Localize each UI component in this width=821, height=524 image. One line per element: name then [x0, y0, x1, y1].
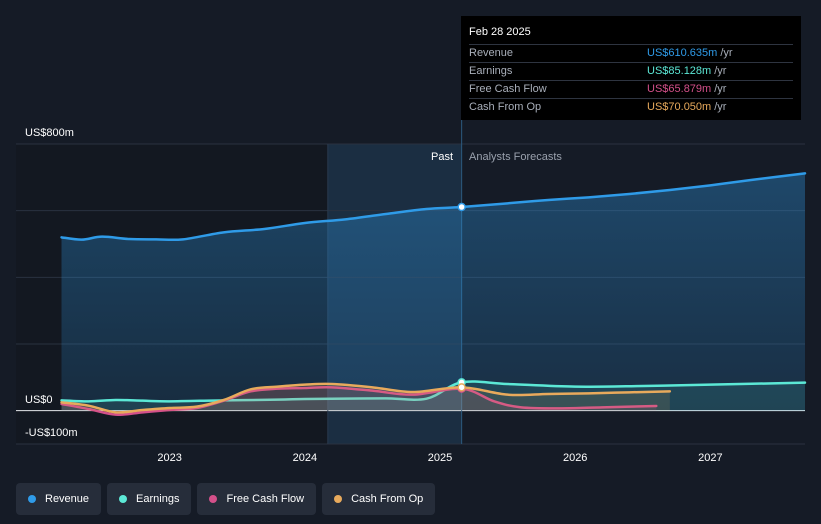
revenue-line — [60, 172, 807, 242]
earnings-area — [61, 381, 805, 411]
tooltip-unit: /yr — [720, 47, 733, 59]
tooltip-row-revenue: Revenue US$610.635m /yr — [469, 44, 793, 62]
tooltip-value: US$65.879m — [647, 83, 712, 95]
tooltip-unit: /yr — [714, 65, 727, 77]
legend-label: Cash From Op — [351, 493, 424, 505]
legend-item-cash-from-op[interactable]: Cash From Op — [322, 483, 436, 515]
x-tick-label: 2024 — [293, 452, 317, 464]
x-axis-ticks: 2023 2024 2025 2026 2027 — [157, 452, 722, 464]
revenue-marker — [457, 202, 466, 212]
y-label-top: US$800m — [25, 127, 74, 139]
free-cash-flow-line — [60, 385, 658, 417]
tooltip-label: Cash From Op — [469, 101, 542, 113]
tooltip-value: US$85.128m — [647, 65, 712, 77]
marker-layer — [457, 202, 466, 393]
x-tick-label: 2027 — [698, 452, 722, 464]
past-label: Past — [431, 151, 453, 163]
x-tick-label: 2023 — [157, 452, 181, 464]
axis-labels: US$800m US$0 -US$100m Past Analysts Fore… — [25, 127, 562, 439]
tooltip-unit: /yr — [714, 83, 727, 95]
tooltip-value: US$70.050m — [647, 101, 712, 113]
legend-dot-icon — [28, 495, 36, 503]
y-label-bottom: -US$100m — [25, 427, 78, 439]
legend-item-free-cash-flow[interactable]: Free Cash Flow — [197, 483, 317, 515]
tooltip-label: Earnings — [469, 65, 513, 77]
tooltip-date: Feb 28 2025 — [469, 26, 531, 38]
cash-from-op-marker — [457, 383, 466, 392]
legend-label: Earnings — [136, 493, 180, 505]
financial-chart: US$800m US$0 -US$100m Past Analysts Fore… — [16, 16, 807, 464]
cash-from-op-area — [61, 383, 670, 413]
legend-label: Free Cash Flow — [226, 493, 305, 505]
y-label-zero: US$0 — [25, 394, 53, 406]
forecast-label: Analysts Forecasts — [469, 151, 562, 163]
x-tick-label: 2025 — [428, 452, 452, 464]
free-cash-flow-area — [61, 387, 657, 415]
tooltip-row-free-cash-flow: Free Cash Flow US$65.879m /yr — [469, 80, 793, 98]
chart-legend: Revenue Earnings Free Cash Flow Cash Fro… — [16, 483, 436, 515]
x-tick-label: 2026 — [563, 452, 587, 464]
revenue-area — [61, 173, 805, 411]
tooltip-label: Revenue — [469, 47, 514, 59]
legend-item-earnings[interactable]: Earnings — [107, 483, 192, 515]
legend-dot-icon — [209, 495, 218, 503]
earnings-line — [60, 380, 807, 403]
tooltip-value: US$610.635m — [647, 47, 718, 59]
tooltip-row-cash-from-op: Cash From Op US$70.050m /yr — [469, 98, 793, 116]
tooltip-row-earnings: Earnings US$85.128m /yr — [469, 62, 793, 80]
cash-from-op-line — [60, 382, 672, 414]
legend-item-revenue[interactable]: Revenue — [16, 483, 102, 515]
legend-dot-icon — [119, 495, 128, 503]
tooltip-panel: Feb 28 2025 Revenue US$610.635m /yr Earn… — [461, 16, 801, 120]
legend-label: Revenue — [45, 493, 90, 505]
tooltip-unit: /yr — [714, 101, 727, 113]
tooltip-label: Free Cash Flow — [469, 83, 547, 95]
legend-dot-icon — [334, 495, 343, 503]
series-layer — [60, 172, 807, 417]
